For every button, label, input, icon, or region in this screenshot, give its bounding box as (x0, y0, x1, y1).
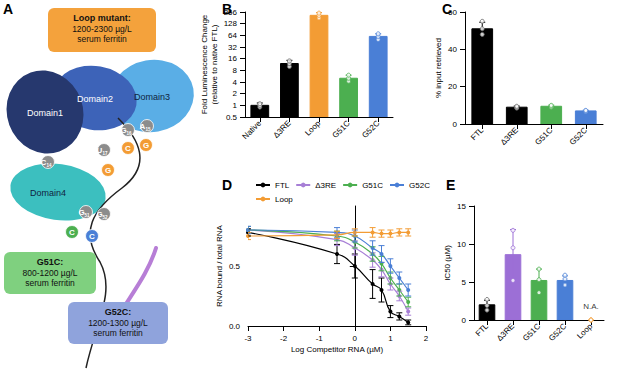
svg-text:E: E (446, 177, 455, 193)
svg-text:serum ferritin: serum ferritin (93, 328, 143, 338)
svg-text:FTL: FTL (275, 181, 290, 190)
svg-text:G51C: G51C (331, 119, 352, 140)
svg-text:Loop: Loop (575, 321, 594, 340)
svg-text:A: A (3, 1, 13, 17)
svg-text:16: 16 (228, 54, 237, 63)
svg-text:0.0: 0.0 (229, 322, 241, 331)
svg-text:(relative to native FTL): (relative to native FTL) (210, 24, 219, 104)
svg-text:G52C: G52C (547, 322, 568, 343)
svg-text:1200-2300 µg/L: 1200-2300 µg/L (72, 24, 132, 34)
svg-text:2: 2 (233, 89, 238, 98)
svg-text:G52C: G52C (360, 119, 381, 140)
svg-text:1200-1300 µg/L: 1200-1300 µg/L (88, 318, 148, 328)
svg-text:0.5: 0.5 (226, 113, 238, 122)
svg-text:Domain1: Domain1 (27, 108, 63, 118)
svg-text:G16: G16 (120, 126, 132, 136)
svg-text:G51: G51 (78, 208, 90, 218)
svg-text:1: 1 (388, 334, 393, 343)
svg-text:C: C (69, 228, 75, 237)
svg-text:60: 60 (448, 8, 457, 17)
svg-text:C: C (125, 144, 131, 153)
svg-text:Domain4: Domain4 (30, 188, 66, 198)
svg-text:A15: A15 (140, 122, 151, 132)
svg-text:5: 5 (462, 278, 467, 287)
svg-text:4: 4 (233, 78, 238, 87)
svg-text:1: 1 (233, 101, 238, 110)
svg-text:FTL: FTL (474, 321, 491, 338)
svg-text:Native: Native (241, 118, 264, 141)
svg-text:2: 2 (424, 334, 429, 343)
svg-text:U17: U17 (97, 146, 108, 156)
svg-text:N.A.: N.A. (583, 302, 599, 311)
svg-text:% input retrieved: % input retrieved (434, 38, 443, 98)
svg-text:15: 15 (457, 202, 466, 211)
svg-text:D: D (222, 177, 232, 193)
svg-text:Δ3RE: Δ3RE (271, 119, 292, 140)
svg-text:G52C:: G52C: (105, 307, 132, 317)
svg-text:C14: C14 (41, 158, 52, 168)
svg-text:64: 64 (228, 31, 237, 40)
svg-text:-3: -3 (244, 334, 252, 343)
svg-text:Δ3RE: Δ3RE (495, 322, 516, 343)
svg-text:G52: G52 (96, 210, 108, 220)
svg-text:32: 32 (228, 43, 237, 52)
svg-text:800-1200 µg/L: 800-1200 µg/L (23, 268, 78, 278)
svg-text:0.5: 0.5 (229, 262, 241, 271)
svg-text:20: 20 (448, 82, 457, 91)
svg-text:Loop: Loop (275, 195, 293, 204)
svg-text:G51C: G51C (362, 181, 383, 190)
svg-text:256: 256 (224, 8, 238, 17)
svg-text:C: C (89, 232, 95, 241)
svg-text:G52C: G52C (409, 181, 430, 190)
svg-text:10: 10 (457, 240, 466, 249)
svg-text:0: 0 (462, 316, 467, 325)
svg-text:Log Competitor RNA (µM): Log Competitor RNA (µM) (291, 345, 384, 354)
svg-text:Δ3RE: Δ3RE (315, 181, 336, 190)
svg-text:G: G (143, 141, 149, 150)
svg-text:G51C: G51C (533, 126, 554, 147)
svg-text:Loop: Loop (303, 118, 322, 137)
svg-text:Loop mutant:: Loop mutant: (73, 13, 131, 23)
svg-text:0: 0 (353, 334, 358, 343)
svg-text:-2: -2 (280, 334, 288, 343)
svg-text:G51C: G51C (521, 322, 542, 343)
svg-text:8: 8 (233, 66, 238, 75)
svg-text:40: 40 (448, 45, 457, 54)
svg-text:C: C (442, 1, 453, 17)
svg-text:0: 0 (453, 120, 458, 129)
svg-text:serum ferritin: serum ferritin (77, 34, 127, 44)
svg-text:Δ3RE: Δ3RE (499, 126, 520, 147)
svg-text:Fold Luminescence Change: Fold Luminescence Change (200, 14, 209, 114)
svg-text:Domain3: Domain3 (134, 92, 170, 102)
svg-text:G52C: G52C (568, 126, 589, 147)
svg-text:IC50 (µM): IC50 (µM) (443, 245, 452, 281)
svg-text:G51C:: G51C: (37, 257, 64, 267)
svg-text:serum ferritin: serum ferritin (25, 278, 75, 288)
svg-text:FTL: FTL (469, 125, 486, 142)
svg-text:128: 128 (224, 19, 238, 28)
svg-text:RNA bound / total RNA: RNA bound / total RNA (215, 224, 224, 306)
svg-text:Domain2: Domain2 (77, 94, 113, 104)
svg-text:-1: -1 (316, 334, 324, 343)
svg-text:G: G (105, 166, 111, 175)
